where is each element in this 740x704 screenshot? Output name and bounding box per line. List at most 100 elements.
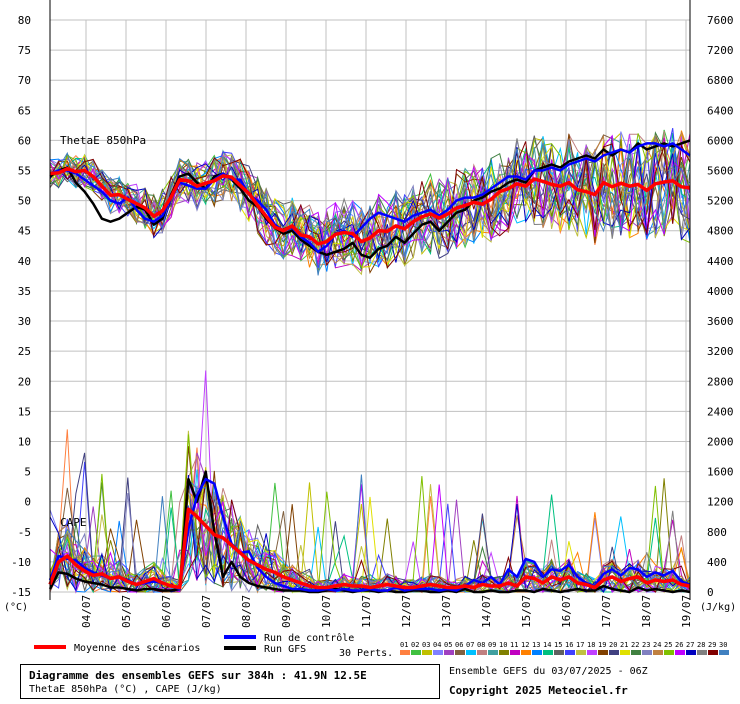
left-tick-label: 60: [18, 134, 31, 147]
x-tick-label: 19/07: [680, 595, 693, 628]
legend-pert-number: 19: [598, 641, 606, 649]
x-tick-label: 10/07: [320, 595, 333, 628]
right-tick-label: 3600: [707, 315, 734, 328]
left-tick-label: 40: [18, 255, 31, 268]
legend-pert-swatch: [488, 650, 498, 655]
right-tick-label: 2000: [707, 435, 734, 448]
left-tick-label: 80: [18, 14, 31, 27]
x-tick-label: 09/07: [280, 595, 293, 628]
legend-pert-number: 03: [422, 641, 430, 649]
left-tick-label: 5: [24, 466, 31, 479]
legend-pert-number: 25: [664, 641, 672, 649]
left-tick-label: 20: [18, 375, 31, 388]
legend-pert-number: 20: [609, 641, 617, 649]
legend-pert-swatch: [510, 650, 520, 655]
legend-pert-number: 28: [697, 641, 705, 649]
chart-subtitle: ThetaE 850hPa (°C) , CAPE (J/kg): [29, 684, 222, 695]
right-unit-label: (J/kg): [700, 602, 736, 613]
legend-pert-swatch: [521, 650, 531, 655]
thetae-member-line: [49, 141, 691, 269]
left-unit-label: (°C): [4, 602, 28, 613]
chart-title: Diagramme des ensembles GEFS sur 384h : …: [29, 669, 367, 682]
legend-pert-swatch: [565, 650, 575, 655]
x-tick-label: 04/07: [80, 595, 93, 628]
right-tick-label: 7600: [707, 14, 734, 27]
legend-pert-swatch: [653, 650, 663, 655]
left-tick-label: 75: [18, 44, 31, 57]
legend-pert-number: 26: [675, 641, 683, 649]
x-tick-label: 18/07: [640, 595, 653, 628]
thetae-member-line: [49, 131, 691, 270]
legend-pert-number: 18: [587, 641, 595, 649]
right-tick-label: 4800: [707, 225, 734, 238]
legend-pert-number: 27: [686, 641, 694, 649]
right-tick-label: 800: [707, 526, 727, 539]
x-tick-label: 07/07: [200, 595, 213, 628]
right-tick-label: 2400: [707, 405, 734, 418]
right-tick-label: 3200: [707, 345, 734, 358]
legend-gfs-label: Run GFS: [264, 644, 306, 655]
legend-pert-swatch: [433, 650, 443, 655]
x-tick-label: 08/07: [240, 595, 253, 628]
legend-pert-swatch: [532, 650, 542, 655]
left-tick-label: 0: [24, 496, 31, 509]
x-tick-label: 12/07: [400, 595, 413, 628]
right-tick-label: 4000: [707, 285, 734, 298]
legend-pert-swatch: [631, 650, 641, 655]
left-tick-label: 65: [18, 104, 31, 117]
legend-pert-swatch: [554, 650, 564, 655]
panel-label-thetae: ThetaE 850hPa: [60, 134, 146, 147]
right-tick-label: 2800: [707, 375, 734, 388]
left-tick-label: 10: [18, 435, 31, 448]
legend-pert-number: 07: [466, 641, 474, 649]
left-tick-label: 25: [18, 345, 31, 358]
thetae-mean-line: [49, 166, 691, 246]
left-tick-label: 55: [18, 165, 31, 178]
legend-pert-swatch: [719, 650, 729, 655]
panel-label-cape: CAPE: [60, 516, 87, 529]
copyright: Copyright 2025 Meteociel.fr: [449, 684, 628, 697]
axes: [49, 0, 691, 600]
cape-mean-line: [48, 507, 691, 590]
legend-pert-swatch: [598, 650, 608, 655]
legend-pert-number: 14: [543, 641, 551, 649]
thetae-member-line: [49, 142, 691, 276]
right-tick-label: 400: [707, 556, 727, 569]
legend-pert-swatch: [466, 650, 476, 655]
legend-pert-number: 24: [653, 641, 661, 649]
thetae-control-line: [49, 142, 691, 254]
right-tick-label: 6400: [707, 104, 734, 117]
legend-pert-number: 29: [708, 641, 716, 649]
legend-pert-swatch: [587, 650, 597, 655]
legend-pert-number: 06: [455, 641, 463, 649]
legend-pert-swatch: [708, 650, 718, 655]
cape-member-line: [49, 479, 691, 594]
run-label: Ensemble GEFS du 03/07/2025 - 06Z: [449, 666, 648, 677]
cape-member-line: [49, 474, 691, 594]
legend-pert-number: 23: [642, 641, 650, 649]
legend: Moyenne des scénarios Run de contrôleRun …: [34, 632, 729, 659]
legend-pert-number: 21: [620, 641, 628, 649]
legend-pert-number: 09: [488, 641, 496, 649]
thetae-member-line: [49, 134, 691, 260]
legend-pert-number: 22: [631, 641, 639, 649]
left-tick-label: -10: [11, 556, 31, 569]
thetae-member-line: [49, 136, 691, 268]
legend-pert-number: 05: [444, 641, 452, 649]
right-tick-label: 6800: [707, 74, 734, 87]
legend-pert-swatch: [411, 650, 421, 655]
legend-pert-swatch: [543, 650, 553, 655]
legend-pert-number: 04: [433, 641, 441, 649]
legend-pert-swatch: [477, 650, 487, 655]
legend-pert-number: 16: [565, 641, 573, 649]
x-tick-label: 13/07: [440, 595, 453, 628]
legend-pert-swatch: [675, 650, 685, 655]
left-tick-label: 35: [18, 285, 31, 298]
right-tick-label: 0: [707, 586, 714, 599]
legend-pert-number: 10: [499, 641, 507, 649]
x-tick-label: 16/07: [560, 595, 573, 628]
x-tick-label: 11/07: [360, 595, 373, 628]
cape-gfs-line: [48, 470, 691, 594]
